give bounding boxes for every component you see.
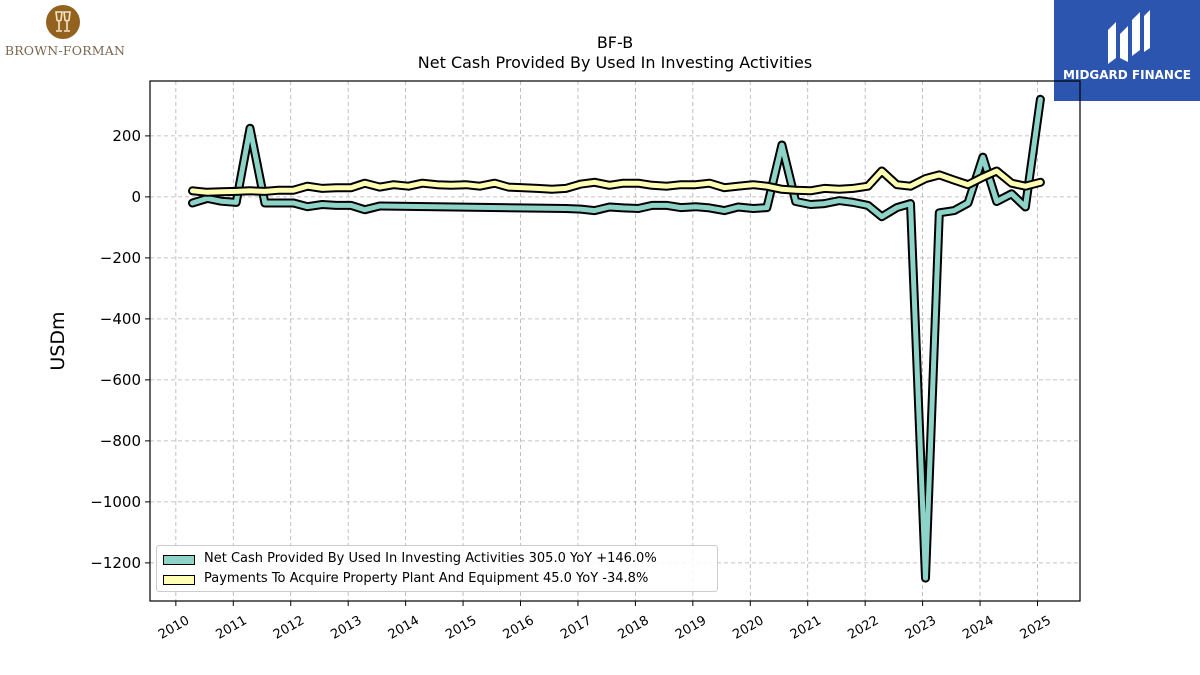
x-tick-label: 2021 xyxy=(788,613,824,643)
y-tick-label: −1000 xyxy=(90,493,141,511)
y-tick-label: −400 xyxy=(100,310,141,328)
y-tick-label: −200 xyxy=(100,249,141,267)
chart-subtitle: Net Cash Provided By Used In Investing A… xyxy=(417,53,813,72)
y-axis-label: USDm xyxy=(47,311,69,370)
x-tick-label: 2022 xyxy=(845,613,881,643)
y-tick-label: −1200 xyxy=(90,554,141,572)
x-tick-label: 2014 xyxy=(386,613,422,643)
chart-title: BF-B xyxy=(596,33,634,52)
plot-frame xyxy=(149,80,1081,602)
series-line-outline xyxy=(188,94,1045,583)
y-tick-label: −800 xyxy=(100,432,141,450)
legend-swatch xyxy=(163,555,195,565)
x-tick-label: 2018 xyxy=(616,613,652,643)
x-tick-label: 2012 xyxy=(271,613,307,643)
x-tick-label: 2023 xyxy=(903,613,939,643)
midgard-monogram-icon xyxy=(1108,10,1150,64)
company-logo: BROWN-FORMAN xyxy=(0,0,130,70)
x-tick-label: 2011 xyxy=(213,613,249,643)
series-line xyxy=(190,168,1043,195)
brand-logo: MIDGARD FINANCE xyxy=(1054,0,1200,101)
x-tick-label: 2019 xyxy=(673,613,709,643)
x-tick-label: 2020 xyxy=(730,613,766,643)
grid-lines xyxy=(150,81,1080,601)
y-tick-label: 200 xyxy=(112,127,141,145)
series-line xyxy=(190,96,1043,581)
legend-label: Net Cash Provided By Used In Investing A… xyxy=(204,551,657,566)
y-tick-label: 0 xyxy=(131,188,141,206)
wine-glasses-emblem-icon xyxy=(46,5,80,39)
x-tick-label: 2024 xyxy=(960,613,996,643)
x-tick-label: 2025 xyxy=(1018,613,1054,643)
x-tick-label: 2010 xyxy=(156,613,192,643)
legend-label: Payments To Acquire Property Plant And E… xyxy=(204,571,649,586)
x-tick-label: 2013 xyxy=(328,613,364,643)
x-tick-label: 2015 xyxy=(443,613,479,643)
chart-legend: Net Cash Provided By Used In Investing A… xyxy=(156,545,718,592)
x-tick-label: 2016 xyxy=(501,613,537,643)
x-tick-label: 2017 xyxy=(558,613,594,643)
brand-name: MIDGARD FINANCE xyxy=(1063,68,1191,82)
company-name: BROWN-FORMAN xyxy=(4,43,126,58)
series-lines xyxy=(188,94,1045,583)
legend-swatch xyxy=(163,575,195,585)
y-tick-label: −600 xyxy=(100,371,141,389)
